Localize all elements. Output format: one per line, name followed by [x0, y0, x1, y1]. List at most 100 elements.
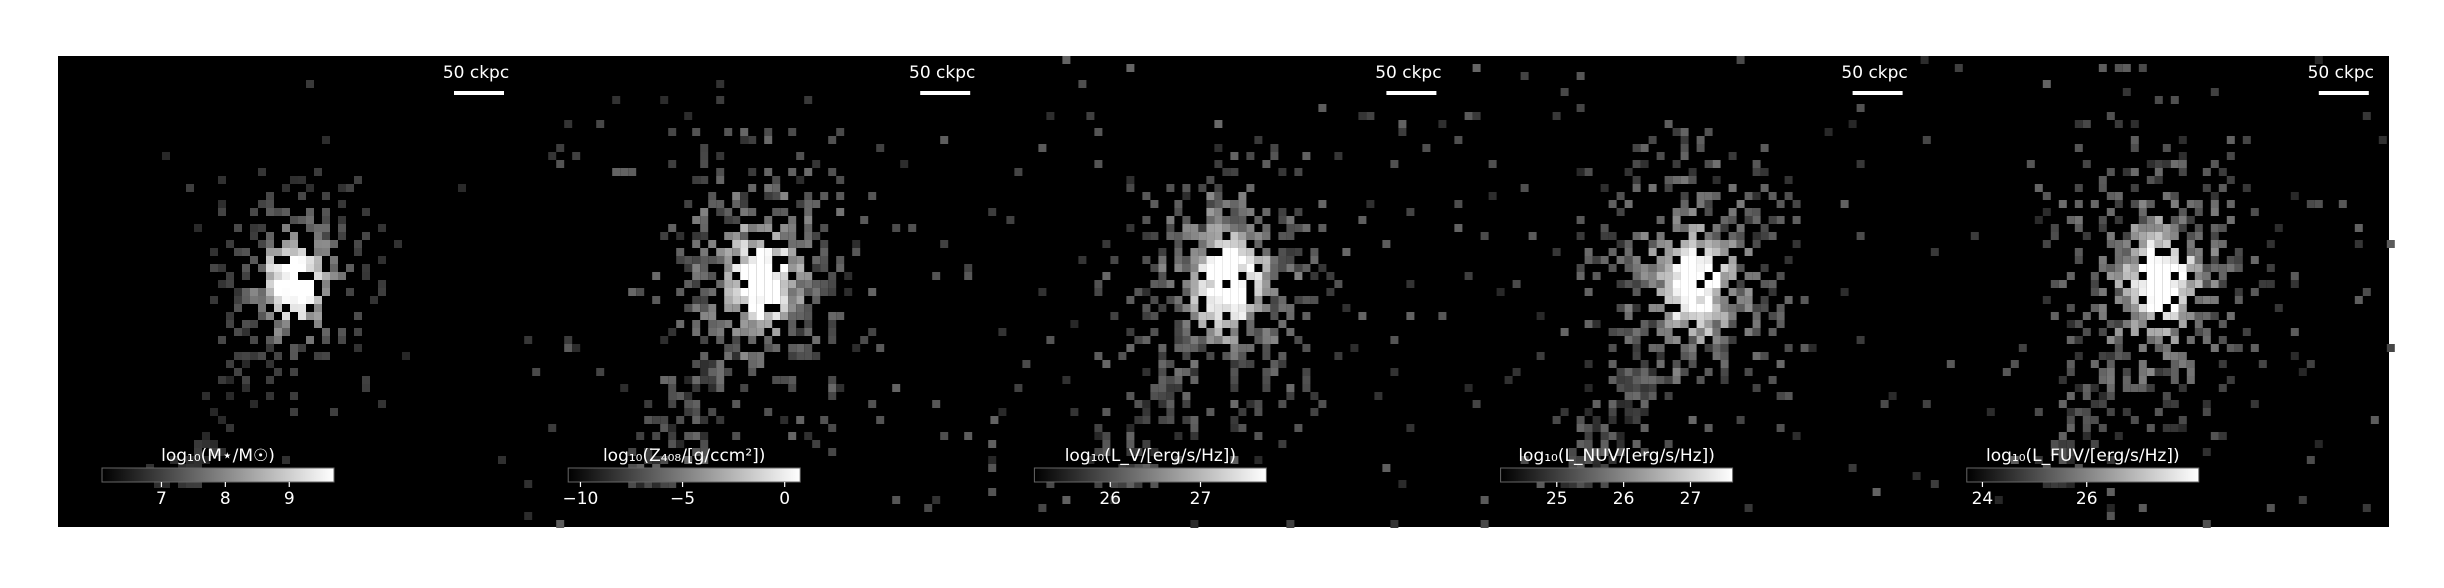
- pixel: [796, 152, 805, 160]
- pixel: [1158, 384, 1167, 392]
- pixel: [2290, 328, 2299, 336]
- pixel: [2202, 328, 2211, 336]
- colorbar-tick-label: 9: [284, 489, 295, 509]
- pixel: [788, 240, 797, 248]
- pixel: [1190, 344, 1199, 352]
- pixel: [1552, 112, 1561, 120]
- pixel: [1608, 376, 1617, 384]
- pixel: [338, 232, 346, 240]
- pixel: [1222, 352, 1231, 360]
- pixel: [724, 320, 733, 328]
- pixel: [812, 440, 821, 448]
- pixel: [2210, 232, 2219, 240]
- pixel: [2146, 384, 2155, 392]
- pixel: [266, 192, 274, 200]
- pixel: [1262, 208, 1271, 216]
- pixel: [1568, 480, 1577, 488]
- pixel: [732, 200, 741, 208]
- pixel: [1150, 448, 1159, 456]
- pixel: [2090, 384, 2099, 392]
- pixel: [740, 136, 749, 144]
- pixel: [1752, 216, 1761, 224]
- pixel: [1720, 344, 1729, 352]
- pixel: [306, 184, 314, 192]
- pixel: [2218, 264, 2227, 272]
- pixel: [1174, 296, 1183, 304]
- pixel: [330, 240, 338, 248]
- pixel: [724, 128, 733, 136]
- pixel: [1680, 368, 1689, 376]
- pixel: [2066, 416, 2075, 424]
- pixel: [2090, 360, 2099, 368]
- pixel: [2122, 376, 2131, 384]
- pixel: [668, 424, 677, 432]
- pixel: [748, 368, 757, 376]
- pixel: [1254, 136, 1263, 144]
- pixel: [258, 200, 266, 208]
- pixel: [1736, 304, 1745, 312]
- pixel: [700, 208, 709, 216]
- pixel: [1230, 336, 1239, 344]
- pixel: [2154, 256, 2163, 264]
- pixel: [1688, 336, 1697, 344]
- pixel: [1680, 128, 1689, 136]
- pixel: [1206, 200, 1215, 208]
- pixel: [764, 168, 773, 176]
- pixel: [1126, 432, 1135, 440]
- pixel: [2226, 312, 2235, 320]
- pixel: [2114, 280, 2123, 288]
- pixel: [1560, 408, 1569, 416]
- pixel: [524, 480, 533, 488]
- pixel: [314, 224, 322, 232]
- pixel: [1632, 176, 1641, 184]
- pixel: [1238, 192, 1247, 200]
- pixel: [266, 280, 274, 288]
- pixel: [700, 304, 709, 312]
- pixel: [362, 384, 370, 392]
- pixel: [2050, 280, 2059, 288]
- pixel: [716, 80, 725, 88]
- pixel: [1214, 120, 1223, 128]
- pixel: [2098, 424, 2107, 432]
- pixel: [1270, 368, 1279, 376]
- pixel: [266, 264, 274, 272]
- pixel: [780, 296, 789, 304]
- pixel: [242, 296, 250, 304]
- pixel: [1616, 328, 1625, 336]
- pixel: [828, 384, 837, 392]
- pixel: [1046, 336, 1055, 344]
- pixel: [1584, 256, 1593, 264]
- pixel: [2162, 264, 2171, 272]
- pixel: [274, 264, 282, 272]
- pixel: [2106, 192, 2115, 200]
- pixel: [1744, 504, 1753, 512]
- pixel: [1198, 312, 1207, 320]
- pixel: [2074, 336, 2083, 344]
- pixel: [1238, 304, 1247, 312]
- pixel: [748, 336, 757, 344]
- pixel: [2186, 232, 2195, 240]
- pixel: [2138, 504, 2147, 512]
- pixel: [1728, 184, 1737, 192]
- pixel: [1254, 336, 1263, 344]
- pixel: [2202, 296, 2211, 304]
- pixel: [2194, 280, 2203, 288]
- pixel: [2146, 280, 2155, 288]
- pixel: [1150, 480, 1159, 488]
- pixel: [1592, 272, 1601, 280]
- pixel: [1206, 296, 1215, 304]
- pixel: [1640, 376, 1649, 384]
- pixel: [1720, 304, 1729, 312]
- pixel: [820, 248, 829, 256]
- pixel: [924, 504, 933, 512]
- pixel: [708, 272, 717, 280]
- pixel: [692, 360, 701, 368]
- pixel: [1704, 240, 1713, 248]
- pixel: [2042, 192, 2051, 200]
- pixel: [1246, 224, 1255, 232]
- pixel: [330, 264, 338, 272]
- pixel: [772, 232, 781, 240]
- pixel: [1150, 280, 1159, 288]
- pixel: [2090, 400, 2099, 408]
- pixel: [708, 240, 717, 248]
